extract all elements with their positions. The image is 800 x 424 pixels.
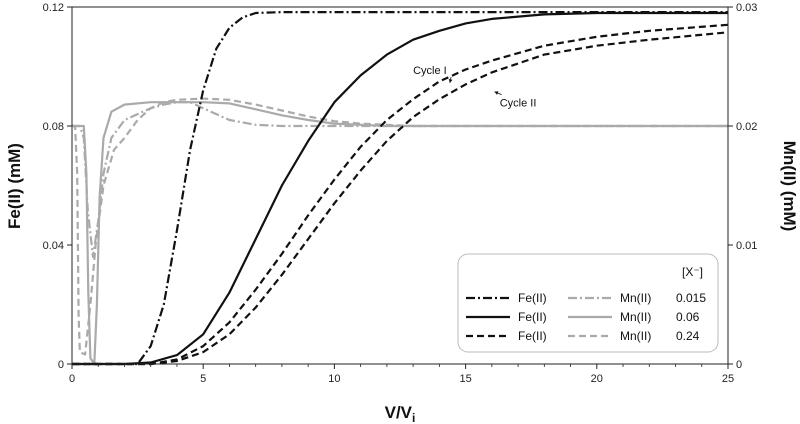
legend-mn-label-0: Mn(II) xyxy=(620,291,651,305)
legend-fe-label-2: Fe(II) xyxy=(518,329,547,343)
series-line-3 xyxy=(72,23,729,366)
series-line-4 xyxy=(72,101,728,258)
annotations: Cycle I Cycle II xyxy=(413,65,536,110)
x-tick-label-3: 15 xyxy=(459,373,471,385)
legend-header: [X⁻] xyxy=(682,265,703,279)
x-tick-label-0: 0 xyxy=(69,373,75,385)
x-axis-title-sub: i xyxy=(412,411,415,424)
series-line-2 xyxy=(72,31,729,366)
legend-conc-label-1: 0.06 xyxy=(676,310,700,324)
plot-frame xyxy=(71,6,729,365)
x-tick-label-2: 10 xyxy=(328,373,340,385)
y-left-tick-label-1: 0.04 xyxy=(43,240,64,252)
x-axis-title: V/Vi xyxy=(385,403,416,424)
annotation-arrowhead-0 xyxy=(448,79,453,83)
x-axis-title-main: V/V xyxy=(385,403,413,422)
y-left-axis-title: Fe(II) (mM) xyxy=(5,143,24,229)
legend-fe-label-0: Fe(II) xyxy=(518,291,547,305)
plot-area xyxy=(71,6,729,366)
y-left-axis-ticks: 0 0.04 0.08 0.12 xyxy=(43,2,72,371)
y-right-tick-label-0: 0 xyxy=(736,359,742,371)
y-left-tick-label-0: 0 xyxy=(58,359,64,371)
annotation-label-1: Cycle II xyxy=(500,98,537,110)
annotation-label-0: Cycle I xyxy=(413,65,447,77)
y-right-tick-label-1: 0.01 xyxy=(736,240,757,252)
legend-mn-label-2: Mn(II) xyxy=(620,329,651,343)
x-tick-label-5: 25 xyxy=(722,373,734,385)
y-left-tick-label-2: 0.08 xyxy=(43,121,64,133)
legend-conc-label-0: 0.015 xyxy=(676,291,706,305)
x-tick-label-4: 20 xyxy=(591,373,603,385)
y-right-tick-label-3: 0.03 xyxy=(736,2,757,14)
y-right-axis-ticks: 0 0.01 0.02 0.03 xyxy=(728,2,757,371)
x-axis-ticks: 0 5 10 15 20 25 xyxy=(69,364,734,385)
legend-box xyxy=(457,253,719,353)
legend-rows: Fe(II) Mn(II) 0.015 Fe(II) Mn(II) 0.06 Fe(II) M… xyxy=(466,291,706,343)
legend-mn-label-1: Mn(II) xyxy=(620,310,651,324)
x-tick-label-1: 5 xyxy=(200,373,206,385)
y-left-tick-label-3: 0.12 xyxy=(43,2,64,14)
legend-fe-label-1: Fe(II) xyxy=(518,310,547,324)
y-right-axis-title: Mn(II) (mM) xyxy=(780,141,799,232)
annotation-arrowhead-1 xyxy=(494,91,499,95)
y-right-tick-label-2: 0.02 xyxy=(736,121,757,133)
series-line-1 xyxy=(72,11,728,366)
legend-conc-label-2: 0.24 xyxy=(676,329,700,343)
series-line-6 xyxy=(72,97,728,356)
